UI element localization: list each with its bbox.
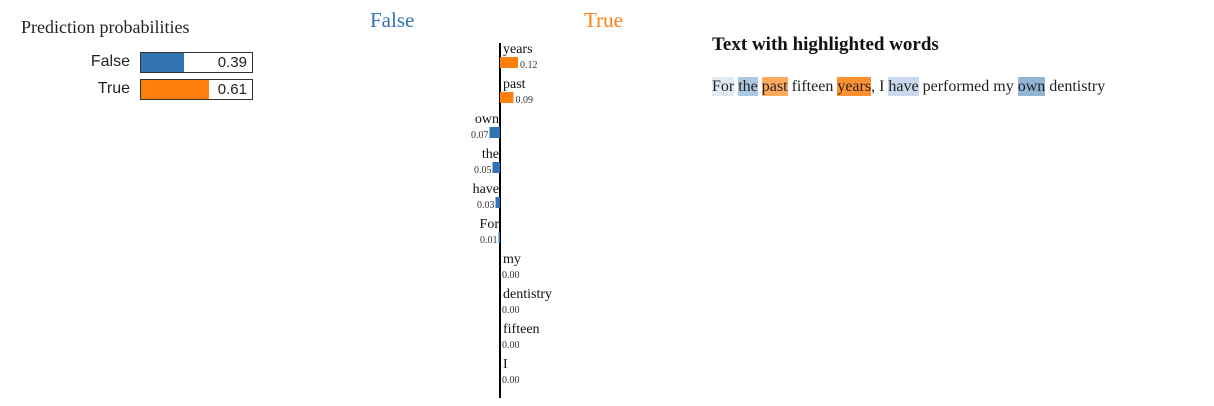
feature-value-label: 0.05	[474, 165, 492, 176]
probability-row-true: True 0.61	[0, 79, 300, 100]
prediction-probabilities-panel: Prediction probabilities False 0.39 True…	[0, 0, 300, 120]
feature-word-label: have	[473, 182, 499, 197]
feature-word-label: the	[482, 147, 499, 162]
probability-bar-box: 0.61	[140, 79, 253, 100]
highlighted-word: past	[761, 77, 788, 96]
highlighted-text-panel: Text with highlighted words For the past…	[712, 34, 1212, 96]
feature-weights-chart: False True years 0.12 past 0.09 own 0.07 the 0.…	[350, 0, 670, 406]
feature-word-label: my	[503, 252, 521, 267]
feature-word-label: I	[503, 357, 508, 372]
highlighted-word: years	[837, 77, 872, 96]
probability-value: 0.61	[217, 81, 247, 98]
highlighted-word: the	[738, 77, 758, 96]
plain-text: fifteen	[787, 78, 838, 95]
feature-value-label: 0.01	[480, 235, 498, 246]
feature-value-label: 0.07	[471, 130, 489, 141]
feature-word-label: fifteen	[503, 322, 540, 337]
probability-label: True	[97, 80, 130, 97]
feature-bar	[495, 197, 500, 208]
plain-text: performed my	[918, 78, 1018, 95]
probability-value: 0.39	[217, 54, 247, 71]
probability-row-false: False 0.39	[0, 52, 300, 73]
feature-bars-svg: years 0.12 past 0.09 own 0.07 the 0.05 have 0.03 F…	[471, 42, 552, 398]
feature-value-label: 0.12	[520, 60, 538, 71]
positive-class-header: True	[584, 8, 623, 32]
probability-bar-fill	[141, 53, 185, 72]
feature-value-label: 0.00	[502, 270, 520, 281]
feature-bar	[500, 92, 514, 103]
negative-class-header: False	[370, 8, 415, 32]
feature-word-label: years	[503, 42, 533, 57]
probability-label: False	[90, 53, 130, 70]
feature-word-label: For	[480, 217, 500, 232]
feature-bar	[498, 232, 500, 243]
probability-bar-fill	[141, 80, 209, 99]
probability-bar-box: 0.39	[140, 52, 253, 73]
highlighted-text-title: Text with highlighted words	[712, 34, 939, 55]
plain-text: dentistry	[1045, 78, 1106, 95]
feature-value-label: 0.00	[502, 340, 520, 351]
feature-word-label: past	[503, 77, 526, 92]
plain-text: , I	[871, 78, 889, 95]
feature-bar	[492, 162, 500, 173]
feature-word-label: own	[475, 112, 499, 127]
highlighted-text-body: For the past fifteen years, I have perfo…	[712, 77, 1212, 96]
feature-bar	[489, 127, 500, 138]
feature-value-label: 0.00	[502, 305, 520, 316]
feature-value-label: 0.03	[477, 200, 495, 211]
feature-value-label: 0.09	[516, 95, 534, 106]
feature-value-label: 0.00	[502, 375, 520, 386]
feature-bar	[500, 57, 518, 68]
highlighted-word: have	[888, 77, 919, 96]
feature-word-label: dentistry	[503, 287, 552, 302]
highlighted-word: own	[1017, 77, 1046, 96]
probabilities-title: Prediction probabilities	[21, 17, 190, 37]
highlighted-word: For	[712, 77, 735, 96]
